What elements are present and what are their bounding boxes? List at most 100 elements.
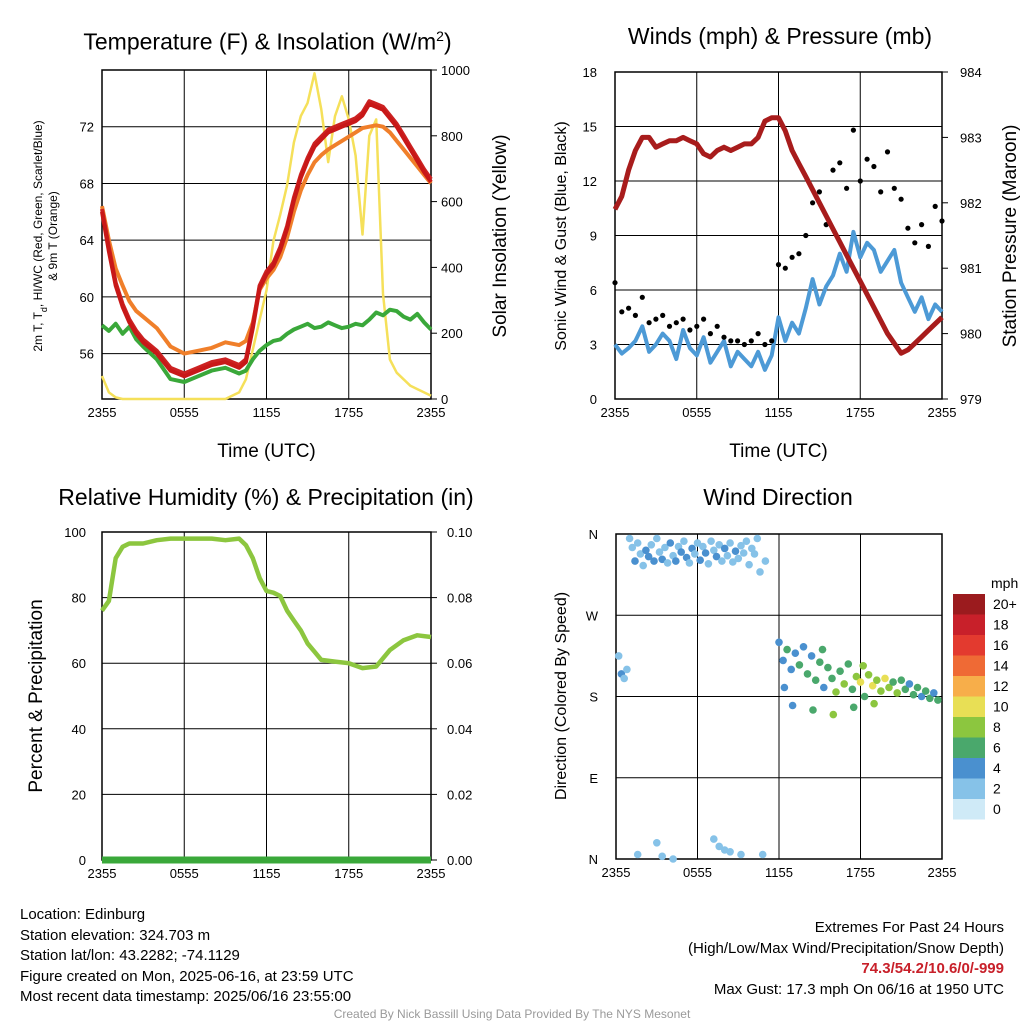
extremes-values: 74.3/54.2/10.6/0/-999	[861, 960, 1004, 977]
direction-point	[672, 557, 680, 565]
x-tick-label: 2355	[88, 866, 117, 881]
direction-point	[614, 652, 623, 660]
latlon-text: Station lat/lon: 43.2282; -74.1129	[20, 947, 240, 964]
legend-label: 16	[993, 637, 1009, 653]
y-tick-label: N	[589, 852, 598, 867]
y-right-axis-label: Solar Insolation (Yellow)	[490, 134, 511, 337]
direction-point	[809, 706, 817, 714]
y-right-axis-label: Station Pressure (Maroon)	[1000, 125, 1021, 348]
y-left-tick-label: 56	[80, 347, 94, 362]
direction-point	[779, 656, 787, 665]
direction-point	[818, 645, 827, 654]
direction-point	[836, 667, 844, 675]
gust-point	[755, 331, 761, 337]
y-right-tick-label: 600	[441, 195, 463, 210]
x-axis-label: Time (UTC)	[217, 441, 316, 462]
y-right-tick-label: 0	[441, 392, 448, 407]
y-left-tick-label: 0	[590, 392, 597, 407]
y-right-tick-label: 983	[960, 130, 982, 145]
direction-point	[909, 690, 918, 699]
x-tick-label: 2355	[928, 405, 957, 420]
legend-swatch	[953, 594, 985, 615]
gust-point	[891, 185, 897, 191]
y-left-tick-label: 60	[72, 656, 86, 671]
direction-point	[787, 665, 795, 674]
direction-point	[661, 543, 669, 552]
humidity-chart-title: Relative Humidity (%) & Precipitation (i…	[58, 484, 474, 510]
direction-point	[658, 852, 666, 861]
direction-point	[828, 674, 836, 683]
direction-point	[791, 649, 800, 657]
direction-point	[780, 683, 789, 692]
y-right-tick-label: 0.08	[447, 591, 472, 606]
direction-point	[658, 555, 666, 564]
gust-point	[701, 316, 707, 322]
gust-point	[898, 196, 904, 202]
series-line-relative-humidity	[100, 536, 432, 671]
direction-point	[647, 541, 656, 549]
x-tick-label: 1755	[846, 865, 875, 880]
legend-swatch	[953, 799, 985, 820]
direction-point	[663, 559, 672, 567]
temperature-chart: 2355 0555 1155 1755 2355 56 60 64 68 72 0 200 400 600…	[31, 63, 511, 462]
x-tick-label: 1755	[846, 405, 875, 420]
y-left-tick-label: 15	[583, 120, 597, 135]
legend-title: mph	[991, 575, 1018, 591]
direction-point	[734, 554, 743, 563]
direction-point	[897, 676, 906, 684]
gust-point	[680, 316, 686, 322]
direction-point	[726, 848, 734, 856]
gust-point	[666, 323, 673, 329]
y-right-tick-label: 400	[441, 260, 463, 275]
y-tick-label: W	[586, 608, 599, 623]
y-axis-label: Direction (Colored By Speed)	[553, 592, 570, 800]
direction-point	[723, 551, 732, 560]
y-left-tick-label: 80	[72, 591, 86, 606]
gust-point	[639, 294, 645, 300]
direction-point	[666, 539, 675, 547]
legend-label: 4	[993, 760, 1001, 776]
extremes-title: Extremes For Past 24 Hours	[814, 919, 1004, 936]
x-tick-label: 2355	[417, 866, 446, 881]
direction-point	[893, 689, 901, 697]
direction-point	[650, 557, 658, 565]
created-text: Figure created on Mon, 2025-06-16, at 23…	[20, 967, 354, 985]
y-left-tick-label: 40	[72, 722, 86, 737]
direction-point	[726, 539, 734, 547]
y-left-tick-label: 12	[583, 174, 597, 189]
series-line-sonic-wind	[613, 229, 944, 372]
direction-point	[860, 692, 869, 701]
gust-point	[871, 163, 877, 170]
legend-label: 12	[993, 678, 1009, 694]
gust-point	[741, 341, 747, 348]
gust-point	[673, 320, 679, 326]
winds-chart-title: Winds (mph) & Pressure (mb)	[627, 23, 933, 49]
direction-point	[870, 699, 878, 708]
x-tick-label: 2355	[602, 865, 631, 880]
gust-point	[932, 203, 938, 209]
extremes-block: Extremes For Past 24 Hours (High/Low/Max…	[688, 918, 1004, 1000]
direction-point	[715, 541, 723, 549]
direction-point	[901, 685, 910, 694]
direction-point	[737, 850, 745, 859]
legend-swatch	[953, 696, 985, 717]
direction-point	[628, 543, 637, 552]
x-tick-label: 0555	[170, 405, 199, 420]
gust-point	[810, 200, 816, 206]
elevation-text: Station elevation: 324.703 m	[20, 926, 211, 944]
x-axis-label: Time (UTC)	[729, 441, 828, 462]
legend-label: 2	[993, 781, 1001, 797]
direction-point	[718, 557, 726, 565]
gust-point	[789, 254, 795, 260]
direction-point	[859, 662, 867, 670]
direction-point	[913, 683, 922, 692]
gust-point	[796, 251, 802, 257]
y-right-tick-label: 0.06	[447, 656, 472, 671]
direction-point	[642, 546, 650, 555]
direction-point	[712, 552, 721, 561]
direction-point	[633, 850, 642, 859]
y-left-axis-label-line2: & 9m T (Orange)	[46, 191, 60, 281]
legend-label: 18	[993, 617, 1009, 633]
direction-point	[849, 703, 858, 712]
gust-point	[816, 189, 822, 195]
